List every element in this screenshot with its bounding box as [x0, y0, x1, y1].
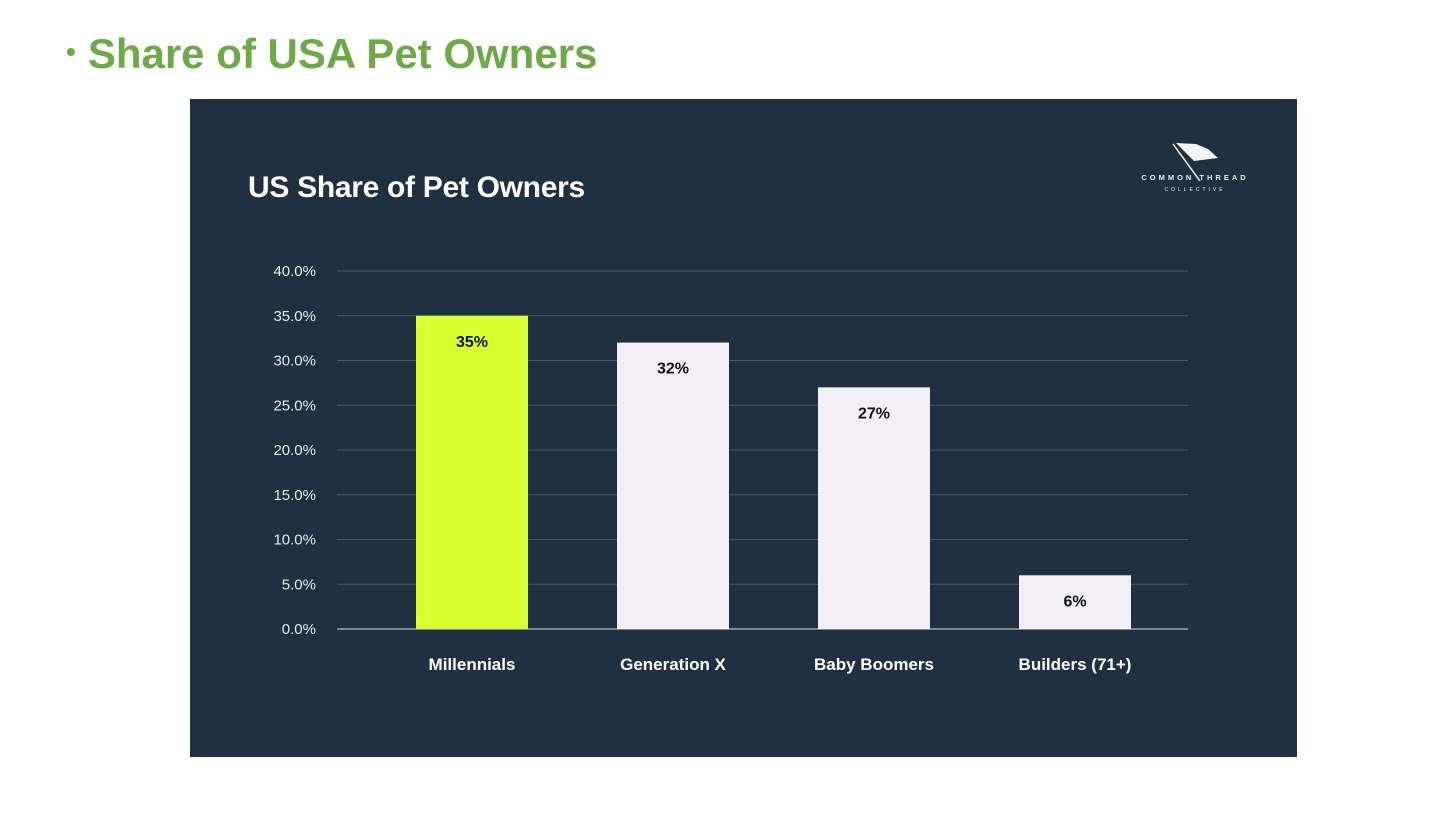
bar	[416, 315, 528, 629]
bar	[617, 342, 729, 629]
chart-panel: 0.0% 5.0% 10.0% 15.0% 20.0% 25.0% 30.0% 35.0% 40…	[190, 99, 1297, 757]
data-label: 6%	[1063, 593, 1086, 610]
x-tick-label: Baby Boomers	[814, 655, 934, 674]
y-tick-label: 35.0%	[273, 308, 316, 325]
x-tick-label: Generation X	[620, 655, 726, 674]
y-tick-label: 15.0%	[273, 487, 316, 504]
common-thread-logo: COMMON THREAD COLLECTIVE	[1130, 141, 1260, 201]
bar-chart: 0.0% 5.0% 10.0% 15.0% 20.0% 25.0% 30.0% 35.0% 40…	[273, 263, 1188, 674]
slide-title-text: Share of USA Pet Owners	[87, 30, 598, 77]
data-label: 27%	[858, 405, 890, 422]
data-label: 32%	[657, 361, 689, 378]
data-label: 35%	[456, 334, 488, 351]
slide-title: • Share of USA Pet Owners	[66, 30, 597, 78]
y-tick-label: 25.0%	[273, 397, 316, 414]
y-tick-label: 10.0%	[273, 532, 316, 549]
logo-line1: COMMON THREAD	[1141, 173, 1249, 182]
bar	[1019, 575, 1131, 629]
flag-icon	[1172, 143, 1218, 181]
bar	[818, 387, 930, 629]
chart-title: US Share of Pet Owners	[248, 171, 585, 204]
y-tick-label: 30.0%	[273, 353, 316, 370]
x-tick-label: Millennials	[429, 655, 516, 674]
y-tick-label: 5.0%	[282, 576, 316, 593]
y-tick-label: 20.0%	[273, 442, 316, 459]
bullet: •	[66, 35, 76, 67]
x-tick-label: Builders (71+)	[1019, 655, 1132, 674]
y-tick-label: 0.0%	[282, 621, 316, 638]
logo-line2: COLLECTIVE	[1164, 187, 1226, 193]
y-tick-label: 40.0%	[273, 263, 316, 280]
